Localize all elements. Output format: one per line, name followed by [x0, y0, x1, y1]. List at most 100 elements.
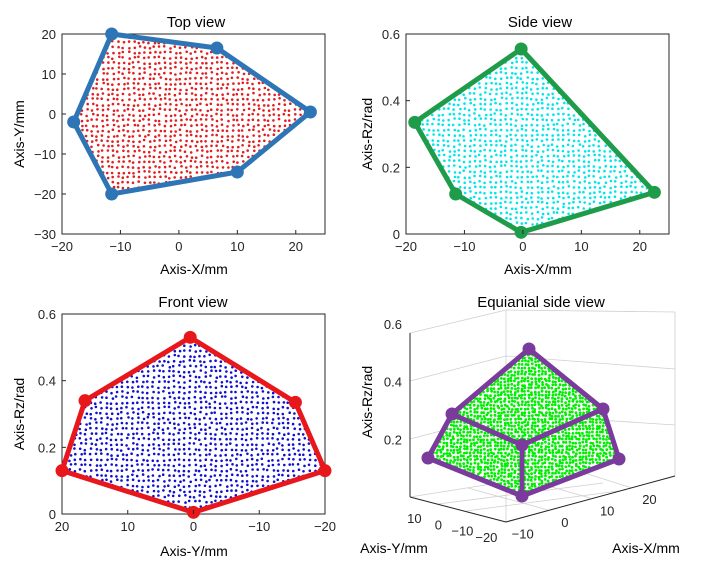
- equianial-view-point: [581, 421, 585, 425]
- front-view-point: [136, 463, 139, 466]
- side-view-point: [583, 135, 587, 138]
- front-view-point: [182, 397, 185, 400]
- top-view-point: [158, 166, 161, 169]
- front-view-point: [225, 406, 229, 410]
- equianial-view-point: [534, 413, 538, 417]
- top-view-point: [138, 109, 141, 112]
- equianial-view-point: [472, 400, 476, 403]
- equianial-view-point: [547, 442, 551, 445]
- equianial-view-point: [568, 461, 572, 465]
- top-view-point: [236, 76, 239, 79]
- equianial-view-point: [526, 421, 530, 424]
- top-view-point: [185, 66, 189, 70]
- side-view-point: [624, 165, 627, 168]
- equianial-view-point: [507, 481, 511, 485]
- side-view-point: [490, 81, 493, 85]
- side-view-vertex: [514, 225, 528, 239]
- equianial-view-point: [500, 428, 503, 432]
- front-view-vertex: [183, 330, 197, 344]
- top-view-point: [227, 119, 230, 123]
- front-view-point: [214, 443, 217, 446]
- side-view-point: [536, 113, 539, 117]
- side-view-point: [520, 96, 524, 100]
- front-view-point: [141, 421, 144, 424]
- top-view-point: [95, 118, 99, 121]
- equianial-view-point: [445, 431, 448, 435]
- top-view-point: [118, 51, 121, 55]
- top-view-point: [205, 103, 209, 107]
- side-view-point: [473, 150, 477, 153]
- side-view-point: [525, 91, 528, 94]
- side-view-point: [582, 122, 585, 126]
- side-view-point: [509, 175, 513, 178]
- equianial-view-point: [584, 424, 588, 428]
- front-view-point: [152, 416, 155, 419]
- front-view-point: [157, 464, 161, 467]
- equianial-view-point: [496, 472, 500, 475]
- front-view-point: [83, 458, 87, 462]
- equianial-view-point: [463, 444, 466, 448]
- equianial-view-point: [486, 444, 489, 448]
- equianial-view-point: [506, 421, 510, 425]
- side-view-point: [520, 107, 523, 111]
- top-view-point: [257, 130, 261, 133]
- front-view-point: [220, 470, 223, 473]
- front-view-point: [210, 421, 213, 425]
- front-view-point: [172, 474, 176, 478]
- front-view-point: [287, 457, 291, 461]
- front-view-point: [78, 437, 82, 440]
- side-view-point: [490, 155, 493, 158]
- equianial-view-point: [459, 441, 463, 445]
- top-view-point: [180, 67, 183, 70]
- front-view-point: [163, 386, 166, 389]
- side-view-point: [467, 108, 471, 112]
- equianial-view-point: [584, 451, 588, 455]
- equianial-view-point: [479, 421, 483, 424]
- side-view-point: [483, 171, 487, 174]
- front-view-point: [173, 485, 177, 489]
- front-view-point: [120, 416, 123, 420]
- top-view-point: [169, 114, 173, 118]
- equianial-view-point: [468, 468, 472, 472]
- side-view-point: [577, 149, 580, 152]
- top-view-point: [105, 118, 109, 122]
- front-view-point: [188, 426, 192, 430]
- equianial-view-point: [537, 400, 540, 404]
- equianial-view-point: [499, 414, 502, 417]
- front-view-point: [131, 401, 135, 405]
- top-view-point: [173, 145, 176, 149]
- equianial-view-point: [468, 465, 472, 469]
- equianial-view-point: [510, 403, 513, 406]
- side-view-point: [473, 87, 477, 90]
- top-view-point: [225, 154, 229, 158]
- front-view-point: [214, 454, 217, 457]
- equianial-view-point: [513, 471, 517, 474]
- equianial-view-point: [459, 424, 462, 427]
- front-view-point: [255, 480, 258, 483]
- equianial-view-point: [540, 481, 544, 485]
- front-view-point: [244, 386, 248, 390]
- equianial-view-point: [543, 454, 547, 457]
- front-view-point: [121, 402, 124, 405]
- equianial-view-point: [581, 455, 585, 459]
- equianial-view-point: [595, 418, 598, 422]
- top-view-point: [133, 99, 137, 102]
- front-view-point: [179, 488, 182, 492]
- top-view-point: [117, 62, 121, 65]
- top-view-point: [163, 144, 167, 147]
- side-view-point: [545, 87, 549, 90]
- side-view-point: [473, 108, 477, 111]
- equianial-view-point: [516, 407, 519, 411]
- equianial-view-point: [530, 403, 534, 407]
- front-view-point: [182, 431, 186, 435]
- front-view-point: [90, 407, 93, 410]
- equianial-view-point: [551, 449, 555, 452]
- top-view-point: [164, 150, 168, 154]
- side-view-point: [635, 191, 638, 194]
- side-view-point: [525, 211, 528, 214]
- equianial-view-point: [517, 434, 521, 438]
- front-view-point: [189, 480, 192, 484]
- front-view-point: [94, 405, 98, 409]
- top-view-point: [154, 165, 157, 168]
- front-view-point: [271, 391, 275, 395]
